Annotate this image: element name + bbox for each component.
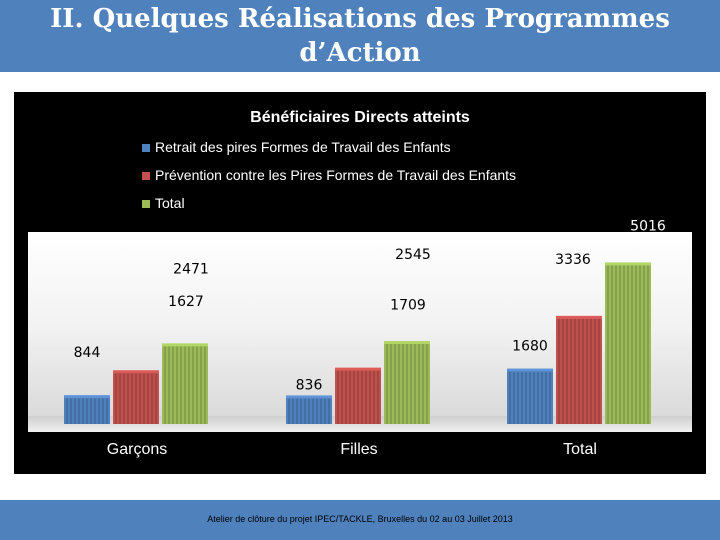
legend-label-3: Total <box>155 195 185 211</box>
category-label-2: Filles <box>340 441 377 458</box>
value-label-3-1: 2471 <box>173 261 209 277</box>
chart-title: Bénéficiaires Directs atteints <box>250 109 470 126</box>
value-label-2-2: 1709 <box>390 298 426 314</box>
bar-1-3 <box>507 368 553 424</box>
value-label-2-1: 1627 <box>168 294 204 310</box>
value-label-1-3: 1680 <box>512 339 548 355</box>
footer-bar <box>0 500 720 540</box>
bar-1-2 <box>286 395 332 424</box>
slide-title-bar: II. Quelques Réalisations des Programmes… <box>0 0 720 72</box>
value-label-2-3: 3336 <box>555 252 591 268</box>
bar-1-1 <box>64 395 110 424</box>
footer-caption: Atelier de clôture du projet IPEC/TACKLE… <box>207 514 513 524</box>
legend-swatch-3 <box>142 200 150 208</box>
category-label-1: Garçons <box>107 441 167 458</box>
slide-title: II. Quelques Réalisations des Programmes… <box>50 4 670 68</box>
bar-2-1 <box>113 370 159 424</box>
value-label-3-3: 5016 <box>630 218 666 234</box>
legend-swatch-1 <box>142 144 150 152</box>
value-label-1-2: 836 <box>296 377 323 393</box>
bar-chart: Bénéficiaires Directs atteints Retrait d… <box>28 109 692 458</box>
bar-2-3 <box>556 315 602 424</box>
bar-3-2 <box>384 341 430 424</box>
chart-panel: Bénéficiaires Directs atteints Retrait d… <box>14 92 706 474</box>
category-label-3: Total <box>563 441 597 458</box>
chart-category-labels: Garçons Filles Total <box>107 441 597 458</box>
bar-2-2 <box>335 367 381 424</box>
legend-label-1: Retrait des pires Formes de Travail des … <box>155 139 451 155</box>
value-label-3-2: 2545 <box>395 247 431 263</box>
chart-legend: Retrait des pires Formes de Travail des … <box>142 139 516 211</box>
chart-bars <box>64 262 651 424</box>
chart-value-labels: 844 1627 2471 836 1709 2545 1680 3336 5016 <box>74 218 666 393</box>
legend-swatch-2 <box>142 172 150 180</box>
bar-3-3 <box>605 262 651 424</box>
legend-label-2: Prévention contre les Pires Formes de Tr… <box>155 167 516 183</box>
bar-3-1 <box>162 343 208 424</box>
value-label-1-1: 844 <box>74 345 101 361</box>
